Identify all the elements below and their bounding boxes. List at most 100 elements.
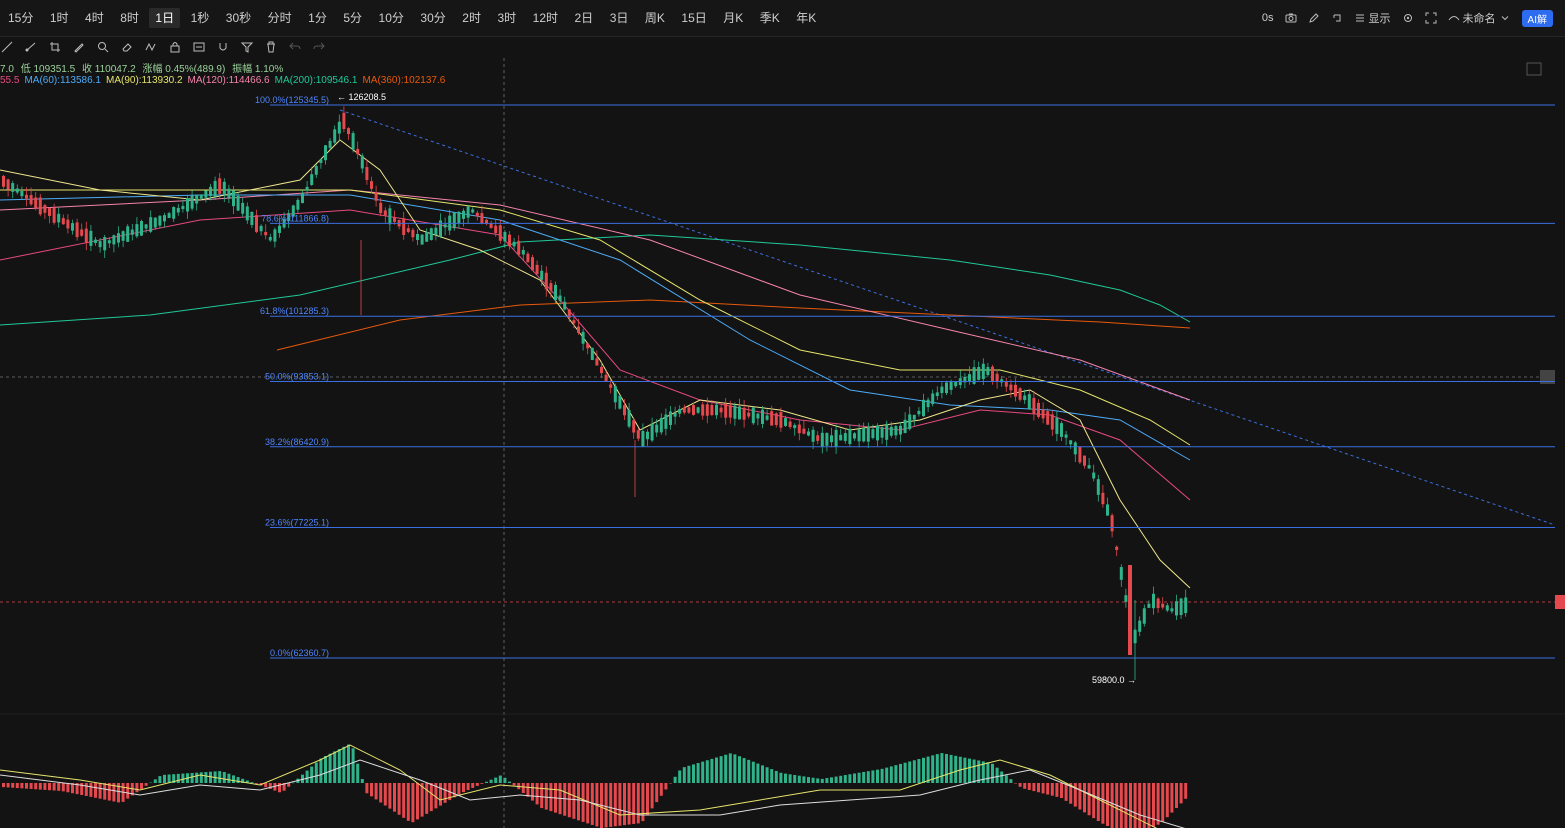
hide-icon[interactable] [192,40,206,54]
macd-bar [117,783,120,803]
display-button[interactable]: 显示 [1354,10,1391,26]
macd-bar [218,771,222,783]
zoom-icon[interactable] [96,40,110,54]
period-0[interactable]: 15分 [8,11,34,25]
macd-bar [1129,783,1132,828]
period-21[interactable]: 年K [796,11,817,25]
macd-bar [356,763,360,783]
candle [52,207,56,223]
camera-icon[interactable] [1285,12,1297,24]
macd-bar [567,783,571,818]
ma-line [0,209,1191,501]
macd-bar [807,777,810,783]
period-6[interactable]: 30秒 [225,11,252,25]
period-8[interactable]: 1分 [308,11,327,25]
candle [291,205,295,217]
macd-bar [181,773,185,783]
period-20[interactable]: 季K [759,11,780,25]
candle [388,208,392,225]
fib-label: 78.6%(111866.8) [261,213,329,223]
macd-bar [1106,783,1109,826]
right-tools: 0s 显示 未命名 AI解 [1262,0,1553,36]
candle [351,133,355,150]
macd-bar [443,783,447,803]
macd-bar [365,783,369,794]
period-19[interactable]: 月K [723,11,744,25]
fullscreen-icon[interactable] [1425,12,1437,24]
macd-bar [466,783,470,791]
period-12[interactable]: 2时 [462,11,481,25]
period-4[interactable]: 1日 [149,8,181,28]
candle [89,230,93,246]
candle [1023,395,1027,401]
pen-icon[interactable] [1308,12,1320,24]
macd-bar [885,767,889,783]
magnet-icon[interactable] [216,40,230,54]
layout-menu[interactable]: 未命名 [1448,10,1511,26]
brush-icon[interactable] [72,40,86,54]
macd-bar [774,770,778,783]
candle [839,434,843,441]
macd-bar [526,783,530,797]
candle [66,219,70,229]
period-16[interactable]: 3日 [609,11,629,25]
ohlc-legend: 7.0 低 109351.5 收 110047.2 涨幅 0.45%(489.9… [0,60,287,75]
candle [328,140,332,148]
macd-bar [1156,783,1160,825]
macd-bar [687,765,691,783]
period-11[interactable]: 30分 [420,11,446,25]
macd-bar [535,783,539,805]
candle [305,186,309,191]
trash-icon[interactable] [264,40,278,54]
candle [554,284,557,301]
macd-bar [770,769,774,783]
candle [807,431,810,436]
filter-icon[interactable] [240,40,254,54]
lock-icon[interactable] [168,40,182,54]
undo-icon[interactable] [288,40,302,54]
macd-bar [190,772,194,783]
macd-bar [397,783,401,815]
macd-bar [135,783,139,793]
period-10[interactable]: 10分 [378,11,404,25]
macd-bar [1170,783,1174,813]
period-3[interactable]: 8时 [120,11,139,25]
period-17[interactable]: 周K [644,11,665,25]
crop-icon[interactable] [48,40,62,54]
candle [1124,595,1128,602]
candle [1014,384,1017,397]
period-2[interactable]: 4时 [85,11,104,25]
ai-button[interactable]: AI解 [1521,9,1553,27]
ray-icon[interactable] [24,40,38,54]
macd-bar [1083,783,1086,813]
candle [1087,465,1091,469]
trend-line-icon[interactable] [0,40,14,54]
candle [241,202,245,214]
eraser-icon[interactable] [120,40,134,54]
replay-icon[interactable] [1331,12,1343,24]
period-15[interactable]: 2日 [574,11,594,25]
period-7[interactable]: 分时 [267,11,292,25]
macd-bar [779,772,783,783]
candle [250,211,254,225]
period-1[interactable]: 1时 [49,11,69,25]
timer-button[interactable]: 0s [1261,12,1274,24]
period-9[interactable]: 5分 [343,11,363,25]
macd-bar [374,783,378,800]
redo-icon[interactable] [312,40,326,54]
period-18[interactable]: 15日 [681,11,707,25]
ma-legend-item: MA(200):109546.1 [274,75,358,86]
candle [255,215,258,232]
ohlc-low: 低 109351.5 [20,64,76,75]
period-13[interactable]: 3时 [497,11,517,25]
macd-bar [977,760,981,783]
period-14[interactable]: 12时 [532,11,558,25]
candle [57,213,61,223]
period-5[interactable]: 1秒 [190,11,210,25]
settings-icon[interactable] [1402,12,1414,24]
pattern-icon[interactable] [144,40,158,54]
candle [788,421,792,428]
price-chart[interactable]: 100.0%(125345.5) 78.6%(111866.8) 61.8%(101… [0,58,1565,828]
macd-bar [1179,783,1183,804]
candle [820,432,824,448]
